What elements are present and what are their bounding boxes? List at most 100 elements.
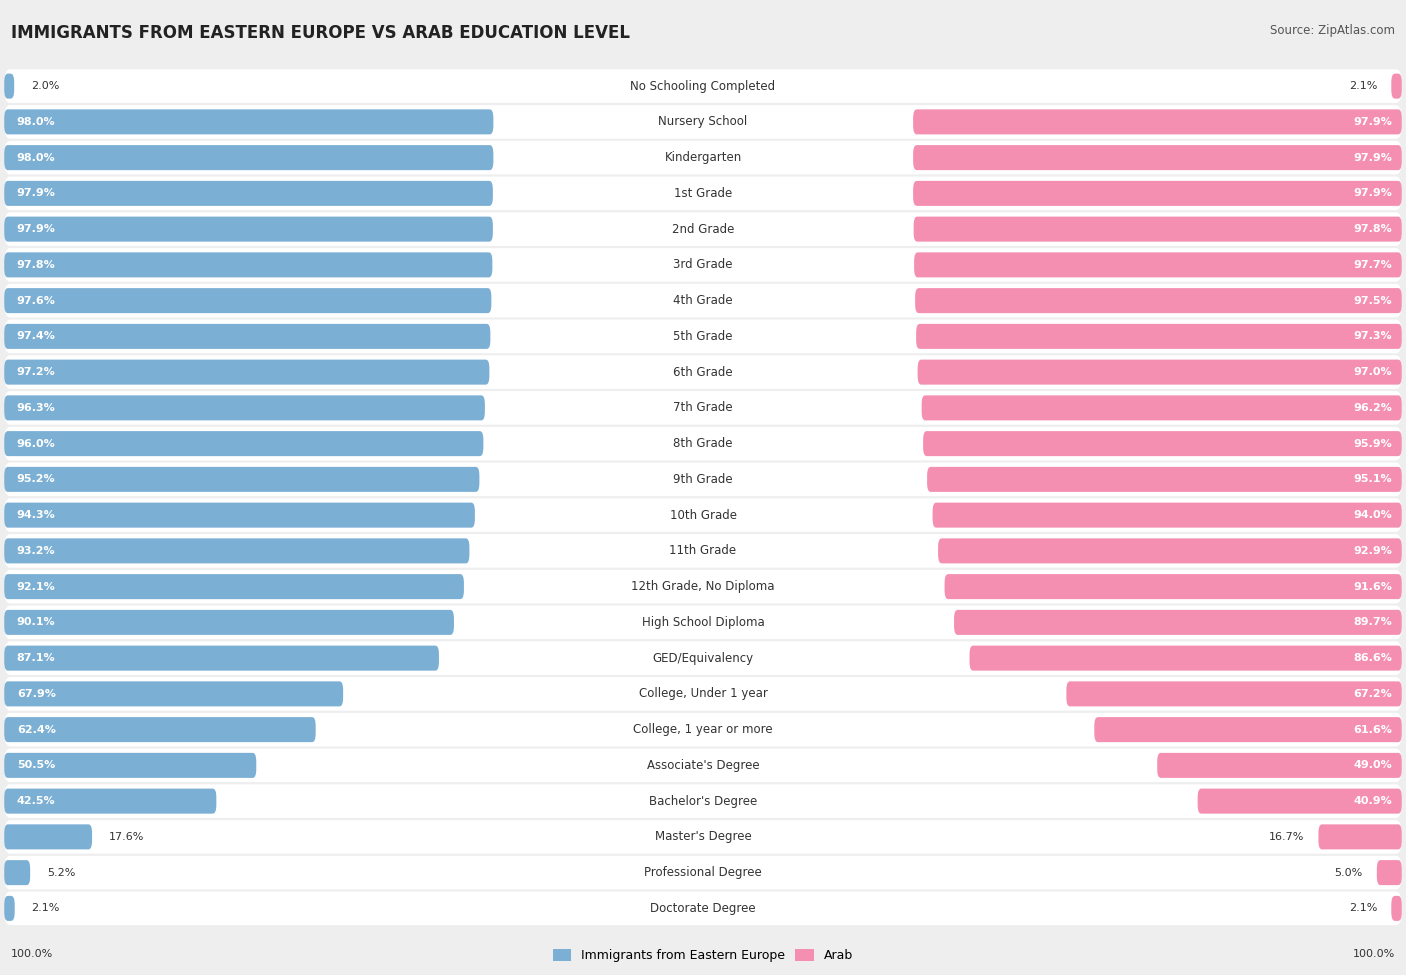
Text: No Schooling Completed: No Schooling Completed (630, 80, 776, 93)
FancyBboxPatch shape (4, 145, 494, 171)
Text: 97.4%: 97.4% (17, 332, 56, 341)
Text: 6th Grade: 6th Grade (673, 366, 733, 378)
FancyBboxPatch shape (915, 289, 1402, 313)
Legend: Immigrants from Eastern Europe, Arab: Immigrants from Eastern Europe, Arab (547, 944, 859, 967)
FancyBboxPatch shape (4, 105, 1402, 138)
Text: 5.2%: 5.2% (46, 868, 76, 878)
FancyBboxPatch shape (4, 749, 1402, 782)
Text: Source: ZipAtlas.com: Source: ZipAtlas.com (1270, 24, 1395, 37)
Text: 94.3%: 94.3% (17, 510, 56, 520)
FancyBboxPatch shape (912, 109, 1402, 135)
FancyBboxPatch shape (917, 324, 1402, 349)
FancyBboxPatch shape (4, 284, 1402, 318)
FancyBboxPatch shape (4, 462, 1402, 496)
FancyBboxPatch shape (4, 248, 1402, 282)
FancyBboxPatch shape (4, 467, 479, 491)
FancyBboxPatch shape (4, 176, 1402, 211)
FancyBboxPatch shape (4, 713, 1402, 747)
FancyBboxPatch shape (1094, 717, 1402, 742)
Text: 61.6%: 61.6% (1353, 724, 1392, 734)
Text: 96.0%: 96.0% (17, 439, 56, 448)
FancyBboxPatch shape (4, 140, 1402, 175)
Text: 97.3%: 97.3% (1354, 332, 1392, 341)
FancyBboxPatch shape (914, 253, 1402, 278)
Text: 86.6%: 86.6% (1353, 653, 1392, 663)
FancyBboxPatch shape (4, 574, 464, 599)
FancyBboxPatch shape (4, 642, 1402, 675)
Text: 100.0%: 100.0% (1353, 949, 1395, 958)
Text: IMMIGRANTS FROM EASTERN EUROPE VS ARAB EDUCATION LEVEL: IMMIGRANTS FROM EASTERN EUROPE VS ARAB E… (11, 24, 630, 42)
FancyBboxPatch shape (4, 610, 454, 635)
FancyBboxPatch shape (4, 498, 1402, 532)
Text: 50.5%: 50.5% (17, 760, 55, 770)
FancyBboxPatch shape (921, 396, 1402, 420)
Text: 62.4%: 62.4% (17, 724, 56, 734)
Text: Associate's Degree: Associate's Degree (647, 759, 759, 772)
FancyBboxPatch shape (970, 645, 1402, 671)
FancyBboxPatch shape (1392, 896, 1402, 920)
Text: High School Diploma: High School Diploma (641, 616, 765, 629)
Text: 93.2%: 93.2% (17, 546, 55, 556)
Text: 98.0%: 98.0% (17, 153, 55, 163)
FancyBboxPatch shape (4, 503, 475, 527)
Text: 91.6%: 91.6% (1353, 582, 1392, 592)
FancyBboxPatch shape (938, 538, 1402, 564)
FancyBboxPatch shape (4, 320, 1402, 353)
Text: 7th Grade: 7th Grade (673, 402, 733, 414)
Text: 67.9%: 67.9% (17, 689, 56, 699)
Text: 97.7%: 97.7% (1353, 260, 1392, 270)
FancyBboxPatch shape (4, 431, 484, 456)
Text: Kindergarten: Kindergarten (665, 151, 741, 164)
FancyBboxPatch shape (4, 856, 1402, 889)
Text: 2.1%: 2.1% (1348, 904, 1378, 914)
FancyBboxPatch shape (4, 216, 494, 242)
Text: 97.8%: 97.8% (17, 260, 56, 270)
FancyBboxPatch shape (912, 145, 1402, 171)
Text: Professional Degree: Professional Degree (644, 866, 762, 879)
FancyBboxPatch shape (955, 610, 1402, 635)
Text: 97.9%: 97.9% (17, 224, 56, 234)
FancyBboxPatch shape (4, 784, 1402, 818)
Text: 49.0%: 49.0% (1353, 760, 1392, 770)
Text: 90.1%: 90.1% (17, 617, 55, 627)
Text: 5th Grade: 5th Grade (673, 330, 733, 343)
FancyBboxPatch shape (4, 253, 492, 278)
Text: 97.6%: 97.6% (17, 295, 56, 305)
Text: 97.5%: 97.5% (1354, 295, 1392, 305)
FancyBboxPatch shape (1157, 753, 1402, 778)
FancyBboxPatch shape (4, 289, 491, 313)
FancyBboxPatch shape (927, 467, 1402, 491)
Text: 11th Grade: 11th Grade (669, 544, 737, 558)
Text: 5.0%: 5.0% (1334, 868, 1362, 878)
FancyBboxPatch shape (4, 682, 343, 706)
FancyBboxPatch shape (4, 538, 470, 564)
FancyBboxPatch shape (912, 181, 1402, 206)
Text: 97.9%: 97.9% (17, 188, 56, 198)
Text: 97.9%: 97.9% (1353, 153, 1392, 163)
FancyBboxPatch shape (4, 69, 1402, 103)
Text: 2.1%: 2.1% (1348, 81, 1378, 91)
Text: Bachelor's Degree: Bachelor's Degree (650, 795, 756, 807)
Text: 2.1%: 2.1% (31, 904, 60, 914)
Text: 87.1%: 87.1% (17, 653, 55, 663)
FancyBboxPatch shape (4, 569, 1402, 604)
Text: 94.0%: 94.0% (1353, 510, 1392, 520)
Text: 1st Grade: 1st Grade (673, 187, 733, 200)
Text: GED/Equivalency: GED/Equivalency (652, 651, 754, 665)
FancyBboxPatch shape (924, 431, 1402, 456)
Text: 16.7%: 16.7% (1270, 832, 1305, 841)
FancyBboxPatch shape (4, 605, 1402, 640)
Text: 95.1%: 95.1% (1354, 475, 1392, 485)
FancyBboxPatch shape (4, 645, 439, 671)
Text: 97.9%: 97.9% (1353, 117, 1392, 127)
Text: 92.9%: 92.9% (1353, 546, 1392, 556)
FancyBboxPatch shape (4, 74, 14, 98)
FancyBboxPatch shape (4, 427, 1402, 460)
Text: 8th Grade: 8th Grade (673, 437, 733, 450)
Text: 95.2%: 95.2% (17, 475, 55, 485)
Text: 2.0%: 2.0% (31, 81, 59, 91)
FancyBboxPatch shape (4, 534, 1402, 567)
FancyBboxPatch shape (4, 181, 494, 206)
FancyBboxPatch shape (1392, 74, 1402, 98)
FancyBboxPatch shape (4, 860, 30, 885)
